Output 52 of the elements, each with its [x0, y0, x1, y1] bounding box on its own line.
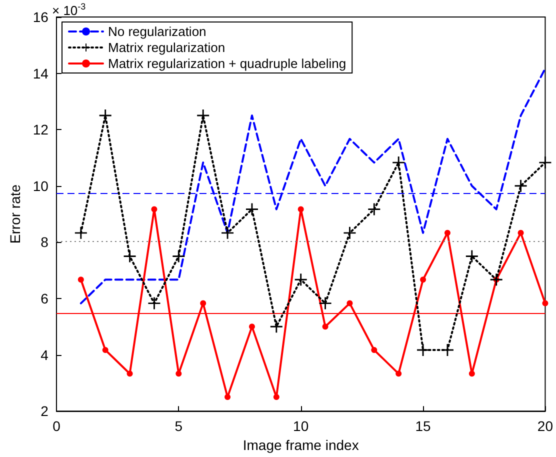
point	[200, 300, 206, 306]
x-tick-label: 10	[293, 418, 309, 434]
point	[468, 370, 475, 377]
legend-label: Matrix regularization	[108, 40, 226, 55]
y-tick-label: 12	[32, 122, 49, 138]
point	[78, 276, 84, 283]
y-tick-label: 10	[32, 178, 49, 194]
point	[246, 203, 258, 216]
point	[270, 320, 282, 333]
legend-label: No regularization	[108, 24, 206, 39]
point	[396, 370, 402, 377]
y-tick-label: 4	[40, 346, 49, 363]
y-tick-label: 6	[40, 290, 49, 306]
point	[371, 347, 378, 354]
point	[176, 370, 182, 377]
point	[420, 276, 426, 283]
point	[344, 226, 356, 239]
point	[346, 300, 353, 306]
x-axis-title: Image frame index	[242, 437, 359, 453]
x-tick-label: 5	[174, 418, 183, 434]
point	[294, 274, 307, 286]
point	[298, 206, 304, 212]
point	[74, 226, 87, 239]
point	[392, 156, 405, 169]
point	[222, 226, 234, 239]
point	[539, 156, 552, 169]
point	[319, 297, 332, 310]
point	[444, 230, 450, 236]
x-tick-label: 15	[415, 418, 432, 434]
y-tick-label: 8	[40, 234, 49, 250]
x-tick-label: 0	[52, 418, 61, 434]
point	[102, 347, 108, 354]
point	[148, 297, 160, 310]
point	[518, 230, 524, 236]
point	[126, 370, 133, 377]
legend-label: Matrix regularization + quadruple labeling	[108, 56, 346, 71]
y-tick-label: 2	[40, 403, 49, 420]
point	[151, 206, 158, 212]
point	[224, 394, 231, 400]
y-axis-title: Error rate	[7, 184, 23, 244]
y-tick-label: 14	[32, 65, 49, 82]
point	[542, 300, 548, 306]
point	[172, 250, 185, 262]
y-tick-label: 16	[32, 9, 49, 25]
point	[466, 250, 478, 262]
point	[273, 394, 280, 400]
point	[368, 203, 380, 216]
x-tick-label: 20	[537, 418, 554, 434]
point	[490, 274, 502, 286]
point	[514, 180, 527, 192]
point	[124, 250, 136, 262]
point	[322, 324, 328, 330]
